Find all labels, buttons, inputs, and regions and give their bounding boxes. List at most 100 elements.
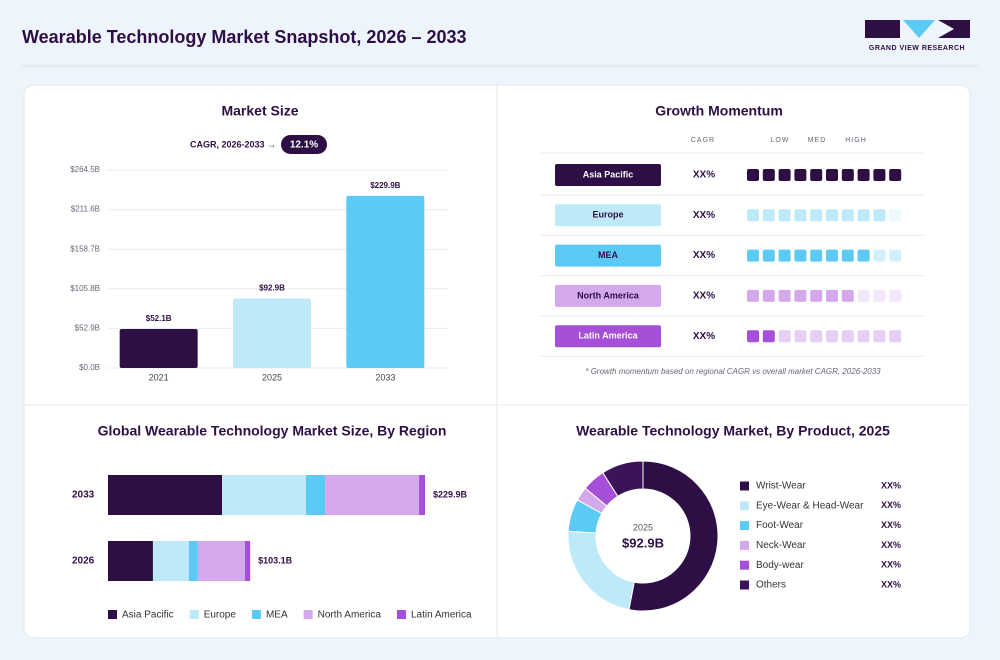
legend-swatch	[303, 610, 313, 619]
bar-segment	[244, 541, 251, 581]
momentum-cell	[762, 289, 775, 302]
legend-label: MEA	[266, 610, 288, 621]
y-tick-label: $264.5B	[70, 165, 100, 174]
chart-title: Wearable Technology Market, By Product, …	[576, 423, 890, 439]
bar-segment	[222, 475, 307, 515]
cagr-label: XX%	[693, 331, 715, 342]
donut-slice	[628, 460, 719, 612]
legend-label: Latin America	[411, 610, 472, 621]
total-label: $229.9B	[433, 489, 468, 499]
region-label: Asia Pacific	[583, 169, 634, 179]
annotation: CAGR, 2026-2033 →	[190, 139, 276, 149]
legend-label: Asia Pacific	[122, 610, 174, 621]
legend-label: Eye-Wear & Head-Wear	[756, 500, 864, 511]
momentum-cell	[810, 289, 823, 302]
empty-cell	[889, 209, 902, 222]
momentum-cell	[778, 289, 791, 302]
legend-label: Neck-Wear	[756, 540, 806, 551]
x-tick-label: 2033	[375, 372, 395, 382]
footnote: * Growth momentum based on regional CAGR…	[585, 367, 881, 376]
momentum-cell	[810, 169, 823, 181]
bar	[346, 195, 425, 368]
momentum-cell	[857, 249, 870, 262]
cagr-label: XX%	[693, 210, 715, 221]
legend-swatch	[396, 610, 406, 619]
momentum-cell	[873, 169, 886, 181]
chart-title: Global Wearable Technology Market Size, …	[98, 423, 447, 439]
empty-cell	[889, 249, 902, 262]
momentum-cell	[778, 249, 791, 262]
momentum-cell	[826, 249, 838, 262]
annotation-value: 12.1%	[290, 140, 318, 151]
legend-swatch	[108, 610, 117, 619]
y-tick-label: 2026	[72, 556, 95, 567]
legend-swatch	[740, 540, 749, 550]
legend-label: Others	[756, 580, 786, 591]
empty-cell	[857, 330, 870, 343]
empty-cell	[873, 249, 886, 262]
empty-cell	[794, 330, 807, 343]
total-label: $103.1B	[258, 555, 293, 565]
momentum-cell	[810, 209, 823, 222]
chart-title: Market Size	[221, 103, 298, 119]
momentum-cell	[747, 169, 759, 181]
momentum-cell	[762, 330, 775, 343]
bar	[233, 298, 311, 368]
y-tick-label: $211.6B	[71, 205, 100, 214]
y-tick-label: 2033	[72, 490, 95, 501]
empty-cell	[826, 330, 838, 343]
momentum-cell	[794, 249, 807, 262]
legend-swatch	[740, 501, 749, 511]
region-label: MEA	[598, 250, 619, 260]
momentum-cell	[778, 169, 791, 181]
logo-text: GRAND VIEW RESEARCH	[869, 45, 965, 52]
cagr-label: XX%	[693, 291, 715, 302]
bar-segment	[108, 541, 153, 581]
momentum-cell	[762, 169, 775, 181]
momentum-cell	[794, 209, 807, 222]
legend-label: Wrist-Wear	[756, 481, 806, 492]
legend-label: Europe	[204, 610, 237, 621]
momentum-cell	[747, 330, 759, 343]
bar-segment	[306, 475, 326, 515]
momentum-cell	[747, 209, 759, 222]
legend-swatch	[251, 610, 261, 619]
cagr-label: XX%	[693, 250, 715, 261]
logo	[865, 20, 970, 38]
x-tick-label: 2025	[262, 372, 282, 382]
share-label: XX%	[881, 579, 901, 589]
momentum-cell	[778, 209, 791, 222]
legend-label: Body-wear	[756, 560, 804, 571]
empty-cell	[857, 289, 870, 302]
x-tick-label: 2021	[149, 372, 169, 382]
region-label: Latin America	[578, 331, 638, 341]
share-label: XX%	[881, 520, 901, 530]
legend-swatch	[740, 521, 749, 531]
momentum-cell	[826, 289, 838, 302]
momentum-cell	[857, 209, 870, 222]
cagr-label: XX%	[693, 170, 715, 181]
column-label: HIGH	[845, 137, 867, 144]
donut-slice	[602, 460, 644, 498]
legend-swatch	[189, 610, 199, 619]
legend-label: North America	[318, 610, 382, 621]
empty-cell	[873, 289, 886, 302]
momentum-cell	[794, 289, 807, 302]
momentum-cell	[841, 209, 854, 222]
share-label: XX%	[881, 500, 901, 510]
share-label: XX%	[881, 540, 901, 550]
region-pill	[555, 164, 661, 186]
momentum-cell	[762, 209, 775, 222]
empty-cell	[778, 330, 791, 343]
bar-segment	[188, 541, 198, 581]
momentum-cell	[762, 249, 775, 262]
y-tick-label: $158.7B	[70, 244, 100, 253]
chart-title: Growth Momentum	[655, 103, 783, 119]
column-label: LOW	[771, 137, 790, 144]
legend-swatch	[740, 580, 749, 590]
region-label: Europe	[592, 210, 623, 220]
region-pill	[555, 325, 661, 348]
share-label: XX%	[881, 560, 901, 570]
